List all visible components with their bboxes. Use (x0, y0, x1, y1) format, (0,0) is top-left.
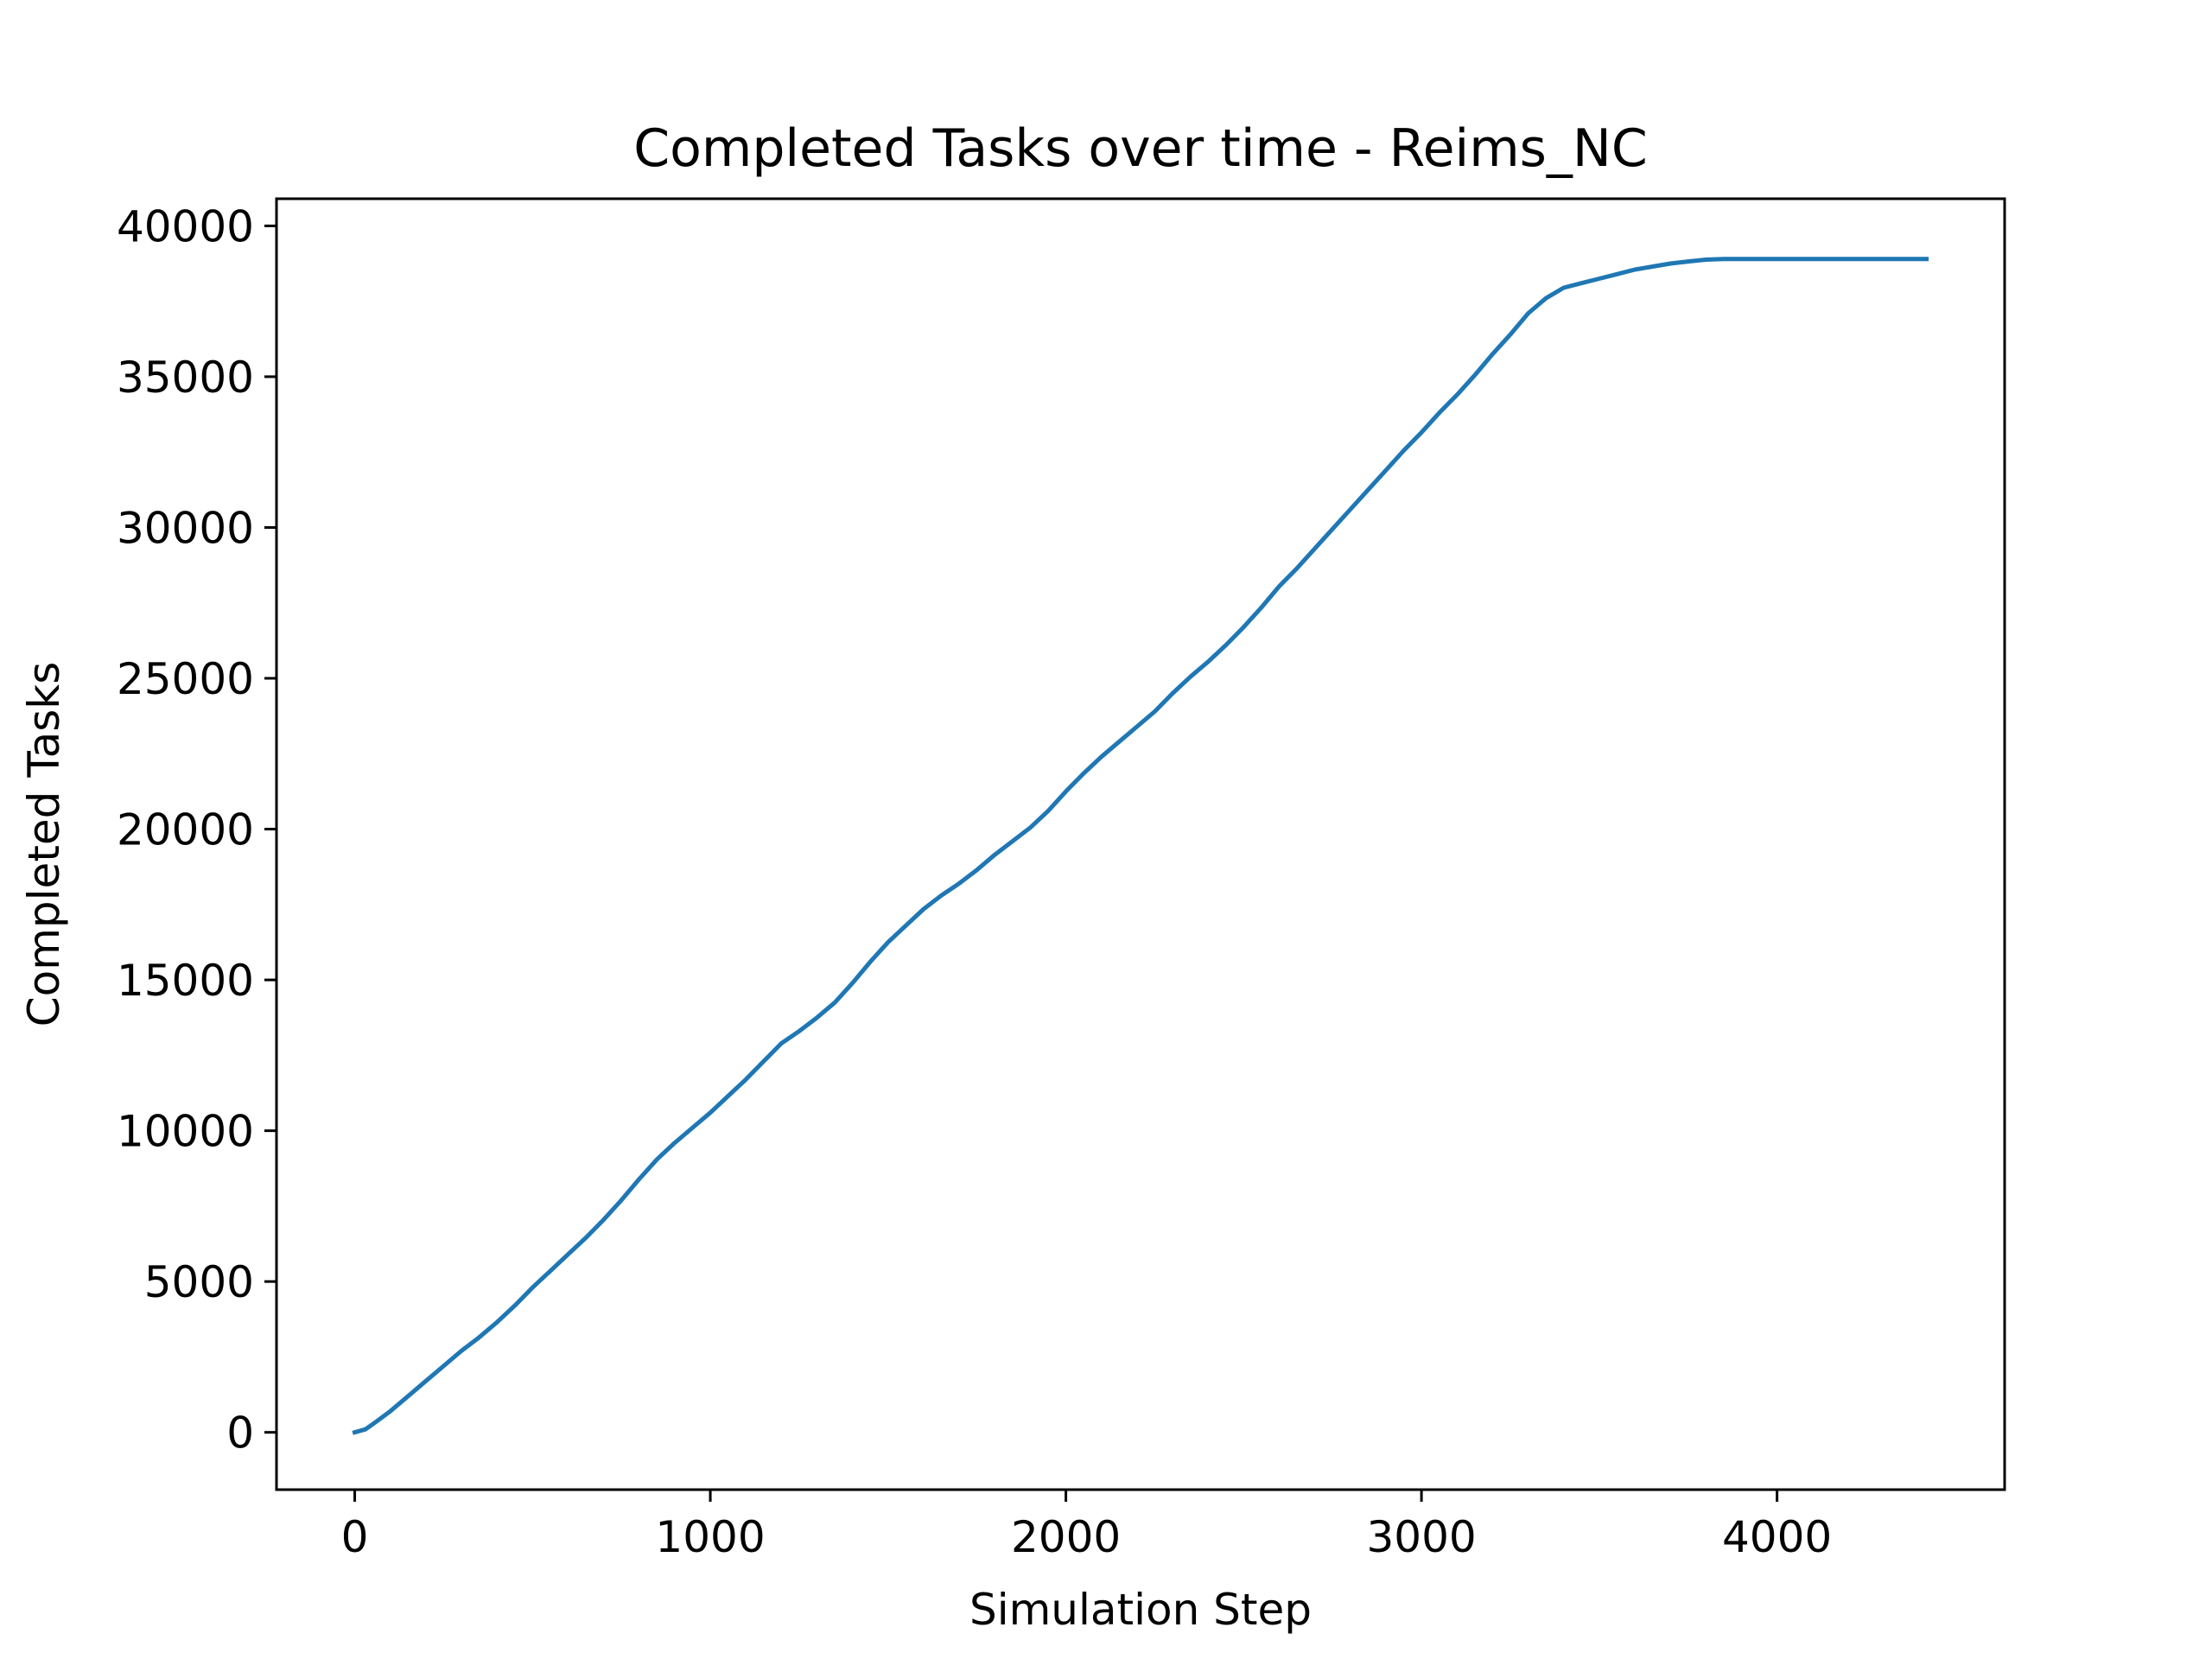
y-tick-label: 35000 (117, 353, 254, 403)
y-tick-label: 25000 (117, 654, 254, 704)
y-tick-label: 0 (226, 1408, 254, 1459)
x-tick-label: 1000 (655, 1512, 765, 1562)
y-tick-label: 15000 (117, 956, 254, 1006)
y-axis-ticks: 0 5000 10000 15000 20000 25000 30000 35000 40000 (117, 201, 276, 1459)
y-tick-label: 30000 (117, 503, 254, 553)
series-line-completed-tasks (352, 257, 1929, 1435)
x-tick-label: 0 (341, 1512, 369, 1562)
y-tick-label: 5000 (144, 1257, 254, 1307)
plot-area-frame (275, 197, 2006, 1491)
y-tick-label: 40000 (117, 201, 254, 251)
x-tick-label: 3000 (1366, 1512, 1476, 1562)
x-tick-label: 4000 (1722, 1512, 1832, 1562)
y-tick-label: 20000 (117, 805, 254, 855)
y-tick-label: 10000 (117, 1107, 254, 1157)
x-axis-label: Simulation Step (969, 1585, 1312, 1635)
x-axis-ticks: 0 1000 2000 3000 4000 (341, 1490, 1832, 1562)
chart-title: Completed Tasks over time - Reims_NC (633, 118, 1647, 179)
x-tick-label: 2000 (1011, 1512, 1121, 1562)
y-axis-label: Completed Tasks (19, 662, 69, 1027)
